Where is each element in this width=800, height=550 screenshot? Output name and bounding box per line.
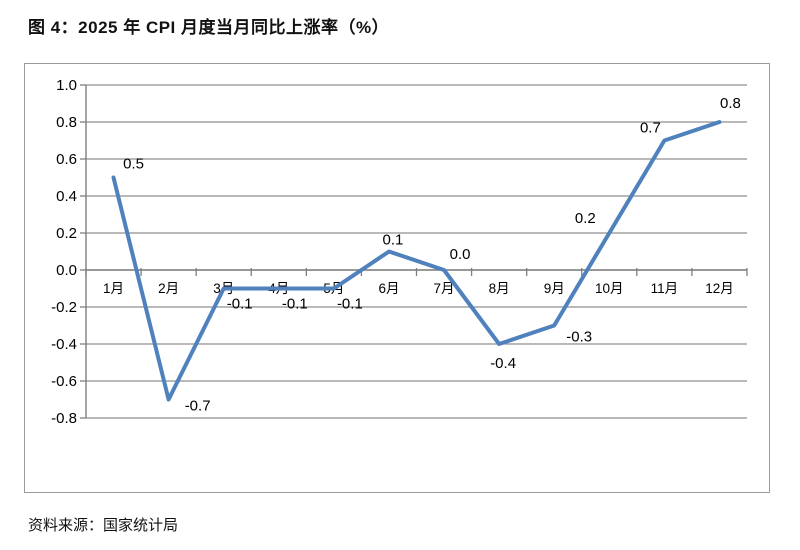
- x-axis-category-label: 12月: [705, 281, 734, 296]
- data-point-label: -0.1: [227, 296, 253, 313]
- data-point-label: -0.3: [566, 329, 592, 346]
- cpi-line-chart: 1.0 0.8 0.6 0.4 0.2 0.0 -0.2 -0.4 -0.6 -0.8 1月 2月 3月…: [24, 63, 770, 493]
- x-axis-category-label: 6月: [378, 281, 399, 296]
- data-point-label: -0.4: [490, 355, 516, 372]
- data-point-label: -0.1: [337, 296, 363, 313]
- y-axis-tick-label: -0.6: [51, 373, 77, 390]
- y-axis-tick-label: 1.0: [56, 77, 77, 94]
- y-axis-tick-label: 0.2: [56, 225, 77, 242]
- y-axis-tick-label: -0.2: [51, 299, 77, 316]
- data-point-label: 0.2: [575, 210, 596, 227]
- data-point-label: 0.1: [383, 232, 404, 249]
- x-axis-category-label: 1月: [103, 281, 124, 296]
- data-point-label: -0.1: [282, 296, 308, 313]
- cpi-series-line: [111, 120, 722, 402]
- x-axis-category-label: 11月: [651, 281, 679, 296]
- y-axis-tick-label: -0.4: [51, 336, 77, 353]
- data-point-label: 0.7: [640, 120, 661, 137]
- source-note: 资料来源：国家统计局: [28, 517, 179, 534]
- data-point-label: 0.8: [720, 95, 741, 112]
- x-axis-category-label: 7月: [434, 281, 455, 296]
- data-point-label: 0.5: [123, 156, 144, 173]
- y-axis-tick-label: -0.8: [51, 410, 77, 427]
- data-point-label: -0.7: [185, 398, 211, 415]
- y-axis-tick-label: 0.8: [56, 114, 77, 131]
- x-axis-category-label: 9月: [544, 281, 565, 296]
- y-axis-tick-label: 0.0: [56, 262, 77, 279]
- x-axis-category-label: 8月: [489, 281, 510, 296]
- y-axis-tick-label: 0.4: [56, 188, 77, 205]
- y-axis-tick-label: 0.6: [56, 151, 77, 168]
- x-axis-category-label: 2月: [158, 281, 179, 296]
- x-axis-category-label: 10月: [595, 281, 624, 296]
- chart-title: 图 4：2025 年 CPI 月度当月同比上涨率（%）: [28, 18, 390, 37]
- cpi-line-chart-canvas: 1.00.80.60.40.20.0-0.2-0.4-0.6-0.81月 2月 3月…: [51, 77, 748, 427]
- data-point-label: 0.0: [450, 246, 471, 263]
